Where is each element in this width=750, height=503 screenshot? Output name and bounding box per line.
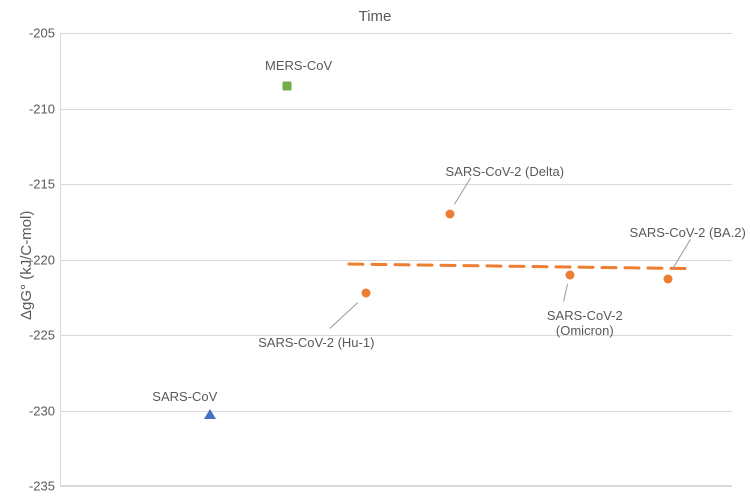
scatter-chart: Time -205-210-215-220-225-230-235SARS-Co… — [0, 0, 750, 503]
data-label: SARS-CoV-2 (Hu-1) — [246, 335, 386, 350]
y-tick-label: -215 — [29, 177, 61, 192]
leader-line — [672, 239, 691, 270]
gridline — [61, 260, 732, 261]
leader-line — [330, 302, 359, 329]
leader-line — [563, 283, 568, 301]
data-point — [362, 288, 371, 297]
y-tick-label: -235 — [29, 479, 61, 494]
y-tick-label: -230 — [29, 403, 61, 418]
data-point — [445, 210, 454, 219]
chart-title-text: Time — [359, 8, 392, 25]
gridline — [61, 33, 732, 34]
data-label: SARS-CoV-2 (BA.2) — [618, 225, 750, 240]
leader-line — [454, 178, 471, 205]
gridline — [61, 109, 732, 110]
gridline — [61, 486, 732, 487]
data-point — [565, 270, 574, 279]
gridline — [61, 411, 732, 412]
chart-title: Time — [0, 8, 750, 25]
data-label: MERS-CoV — [259, 58, 339, 73]
data-label: SARS-CoV — [145, 389, 225, 404]
data-point — [204, 409, 216, 419]
data-point — [282, 81, 291, 90]
data-label: SARS-CoV-2 (Delta) — [430, 164, 580, 179]
gridline — [61, 184, 732, 185]
y-axis-label-text: ΔgG° (kJ/C-mol) — [18, 210, 35, 319]
plot-area: -205-210-215-220-225-230-235SARS-CoVMERS… — [60, 33, 732, 486]
data-point — [663, 275, 672, 284]
y-tick-label: -225 — [29, 328, 61, 343]
data-label: SARS-CoV-2(Omicron) — [530, 308, 640, 338]
y-tick-label: -205 — [29, 26, 61, 41]
y-axis-label: ΔgG° (kJ/C-mol) — [18, 210, 35, 319]
y-tick-label: -210 — [29, 101, 61, 116]
